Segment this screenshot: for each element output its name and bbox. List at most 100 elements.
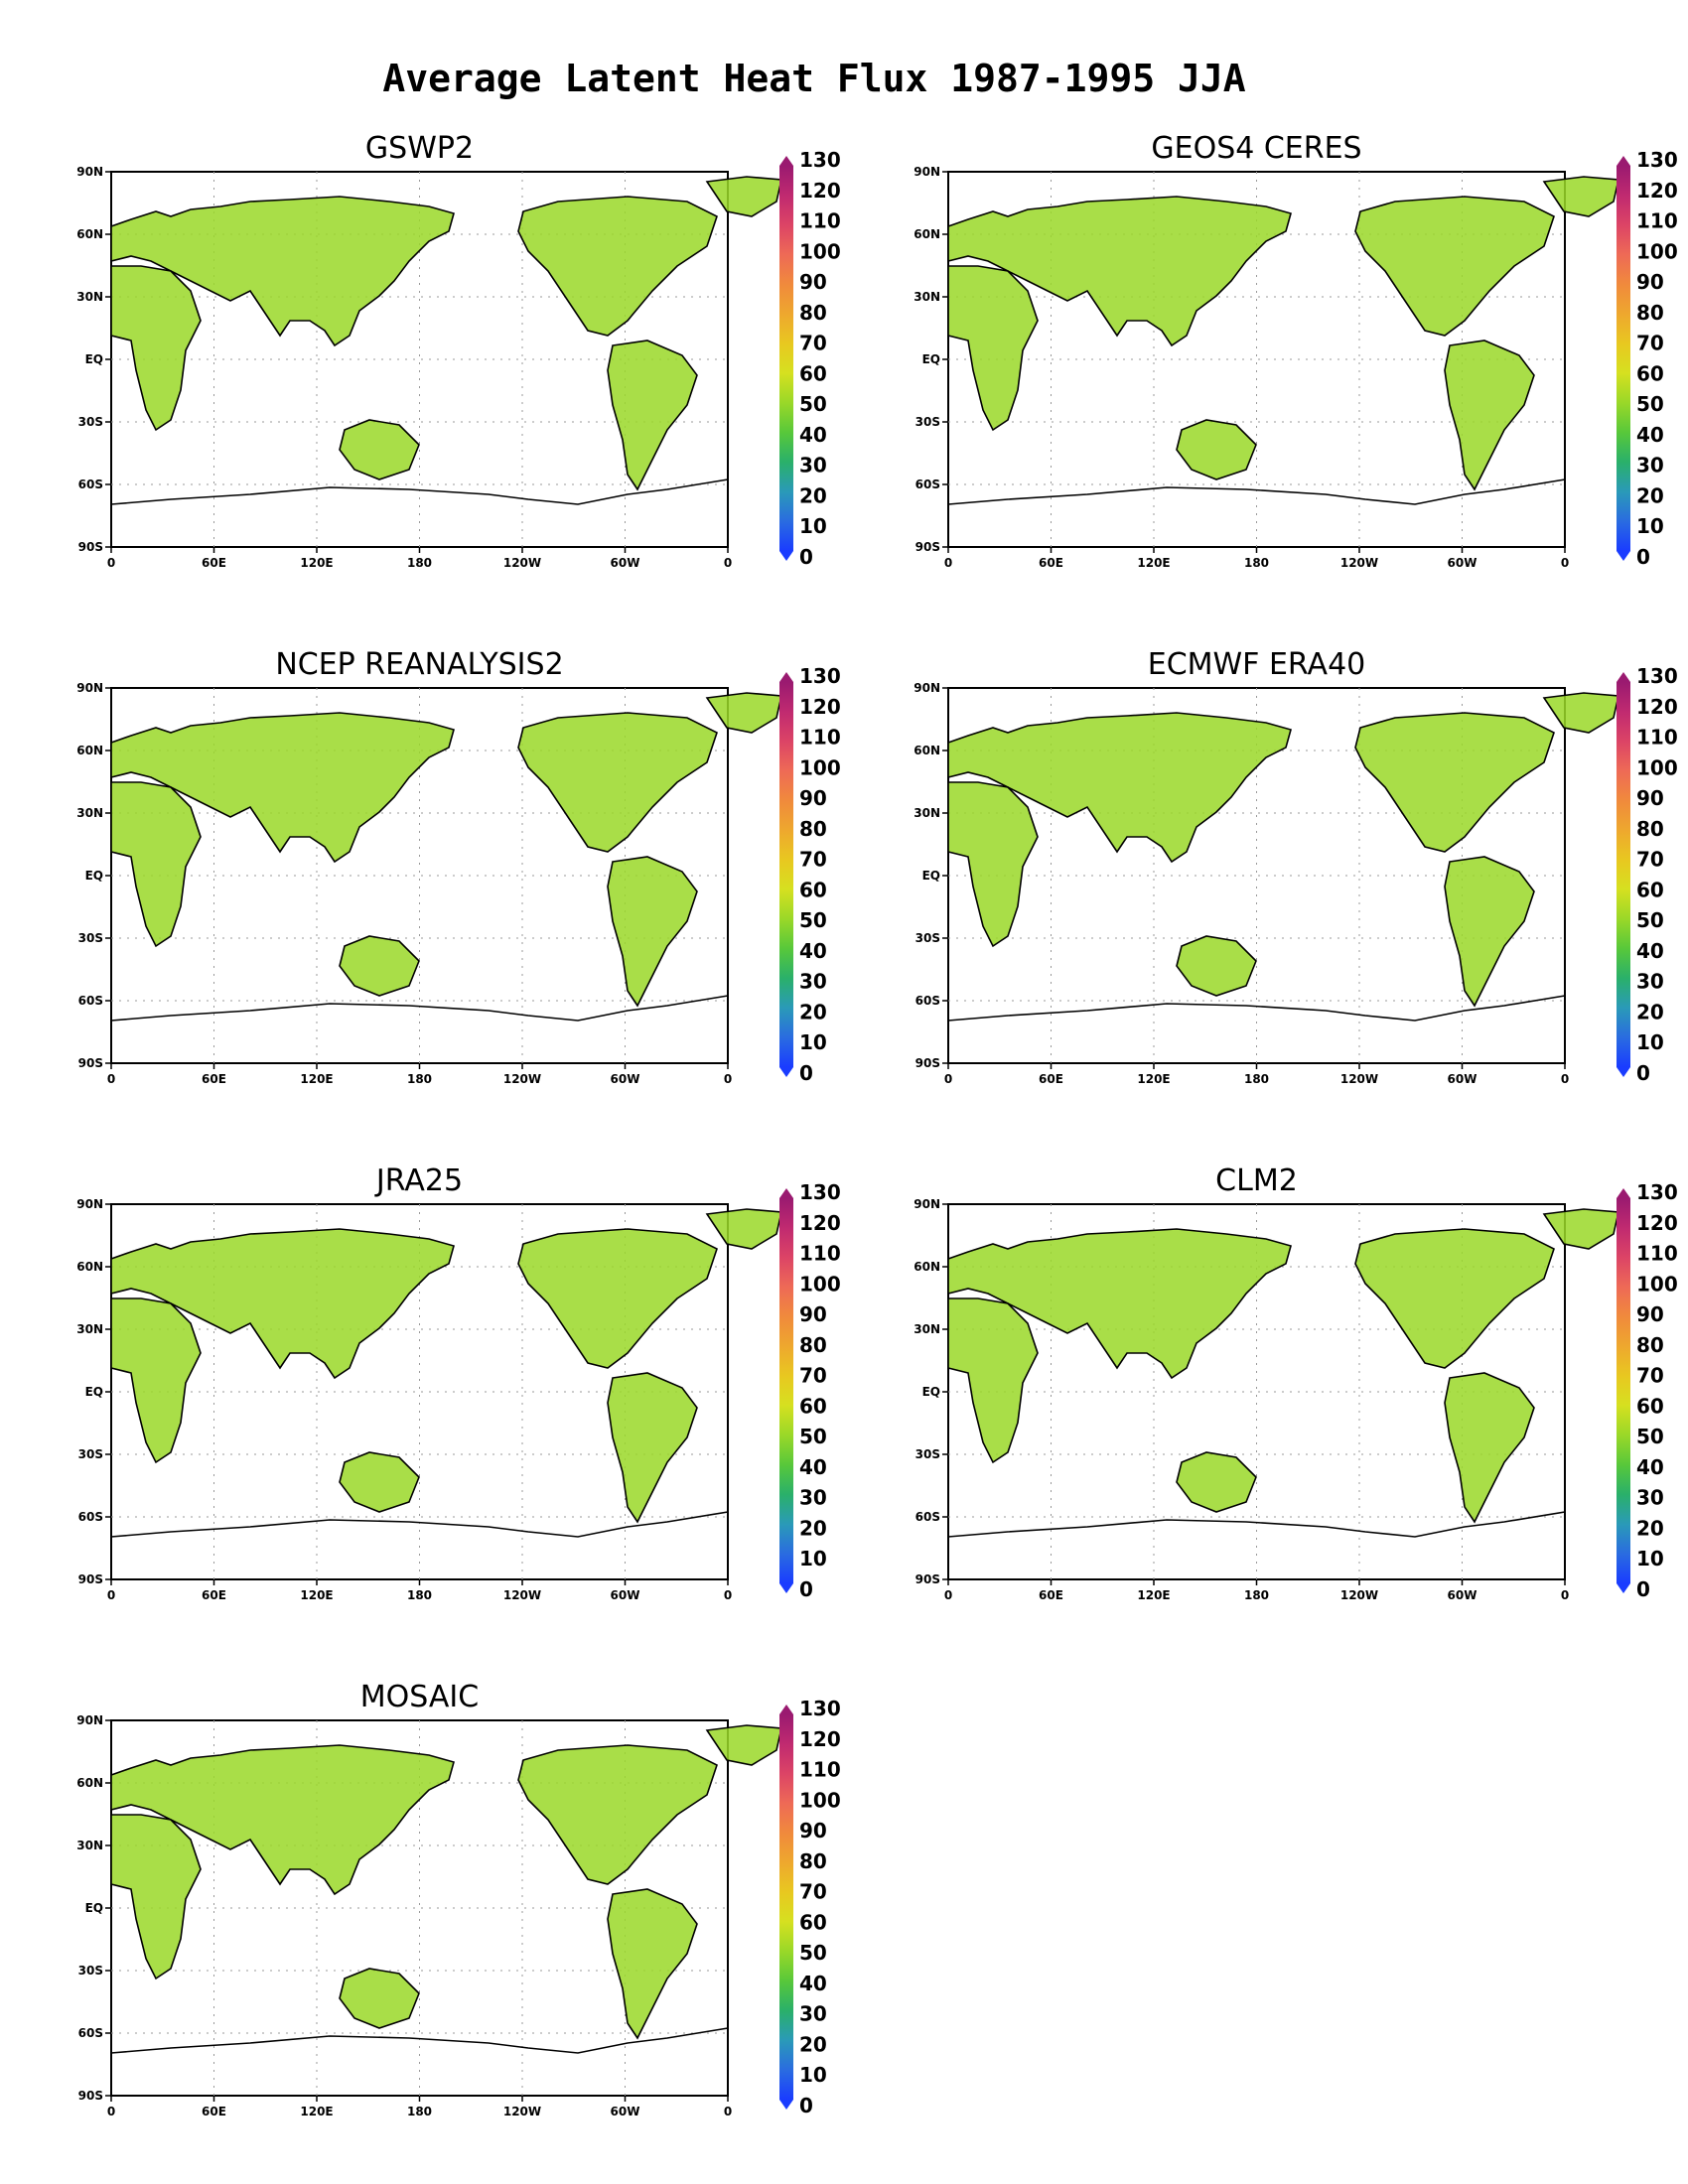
lat-tick-label: EQ [922, 352, 940, 366]
colorbar-tick-label: 50 [799, 1941, 827, 1965]
colorbar-tick-label: 80 [1636, 1333, 1664, 1357]
lon-tick-label: 120E [1137, 1588, 1170, 1602]
colorbar-tick-label: 130 [1636, 148, 1678, 172]
colorbar-fill [779, 1714, 793, 2100]
lon-tick-label: 60E [202, 1072, 226, 1086]
colorbar-tick-label: 50 [799, 908, 827, 932]
colorbar-tick-label: 30 [799, 454, 827, 478]
lat-tick-label: EQ [85, 1901, 103, 1915]
colorbar-tick-label: 120 [799, 1211, 841, 1235]
colorbar-top-arrow [779, 1705, 793, 1714]
colorbar-tick-label: 30 [799, 1486, 827, 1510]
lon-tick-label: 120W [503, 556, 541, 570]
colorbar-tick-label: 110 [799, 1758, 841, 1782]
colorbar-tick-label: 80 [799, 817, 827, 841]
lat-tick-label: 90N [76, 1197, 103, 1211]
lat-tick-label: 30S [915, 931, 940, 945]
colorbar-tick-label: 130 [799, 148, 841, 172]
lat-tick-label: 90N [914, 165, 940, 179]
colorbar-fill [779, 682, 793, 1067]
colorbar-fill [1617, 682, 1630, 1067]
colorbar-tick-label: 100 [799, 755, 841, 779]
colorbar-tick-label: 110 [1636, 726, 1678, 750]
lat-tick-label: 90S [915, 1572, 940, 1586]
colorbar-tick-label: 0 [799, 1061, 813, 1085]
lat-tick-label: 90N [914, 681, 940, 695]
colorbar-tick-label: 130 [1636, 664, 1678, 688]
lon-tick-label: 0 [107, 2105, 115, 2118]
colorbar-tick-label: 30 [799, 2002, 827, 2026]
colorbar-tick-label: 90 [799, 1819, 827, 1843]
lon-tick-label: 0 [724, 1588, 732, 1602]
colorbar-tick-label: 20 [799, 1000, 827, 1024]
lat-tick-label: 60N [76, 1776, 103, 1790]
colorbar-tick-label: 70 [799, 1364, 827, 1388]
colorbar-tick-label: 120 [1636, 1211, 1678, 1235]
panel-grid: GSWP2 90N 60N 30N EQ 30S 60S 90S 0 60E 120E 180 120W… [76, 131, 1678, 2118]
lon-tick-label: 0 [107, 556, 115, 570]
colorbar-tick-label: 0 [1636, 1577, 1650, 1601]
lat-tick-label: 90S [78, 2089, 103, 2103]
colorbar-tick-label: 40 [1636, 939, 1664, 963]
colorbar-fill [779, 166, 793, 551]
colorbar-tick-label: 30 [1636, 454, 1664, 478]
colorbar-tick-label: 130 [799, 1180, 841, 1204]
lat-tick-label: 60N [914, 1260, 940, 1274]
panel-title: ECMWF ERA40 [1148, 647, 1366, 682]
map-panel: GSWP2 90N 60N 30N EQ 30S 60S 90S 0 60E 120E 180 120W… [76, 131, 841, 570]
lat-tick-label: 90N [914, 1197, 940, 1211]
lon-tick-label: 120E [300, 556, 333, 570]
colorbar-tick-label: 70 [799, 332, 827, 355]
colorbar-tick-label: 30 [1636, 1486, 1664, 1510]
lon-tick-label: 0 [944, 1588, 952, 1602]
colorbar-tick-label: 70 [799, 1880, 827, 1904]
colorbar-tick-label: 60 [799, 361, 827, 385]
lon-tick-label: 60E [202, 1588, 226, 1602]
colorbar-tick-label: 110 [1636, 1242, 1678, 1266]
colorbar-tick-label: 100 [1636, 1272, 1678, 1296]
colorbar-bottom-arrow [779, 1583, 793, 1593]
lat-tick-label: 30S [78, 931, 103, 945]
colorbar-tick-label: 90 [799, 786, 827, 810]
colorbar-tick-label: 0 [1636, 545, 1650, 569]
colorbar-top-arrow [779, 672, 793, 682]
lon-tick-label: 120E [1137, 1072, 1170, 1086]
colorbar-bottom-arrow [779, 1067, 793, 1077]
map-panel: GEOS4 CERES 90N 60N 30N EQ 30S 60S 90S 0 60E 120E 1… [914, 131, 1678, 570]
colorbar-tick-label: 0 [799, 545, 813, 569]
lon-tick-label: 180 [1244, 1072, 1269, 1086]
colorbar-tick-label: 100 [1636, 755, 1678, 779]
colorbar-tick-label: 40 [1636, 423, 1664, 447]
lon-tick-label: 120E [300, 1588, 333, 1602]
colorbar-tick-label: 80 [799, 1849, 827, 1873]
colorbar-tick-label: 50 [799, 392, 827, 416]
lon-tick-label: 60E [1039, 556, 1063, 570]
lon-tick-label: 0 [1561, 1072, 1569, 1086]
lat-tick-label: 30S [78, 415, 103, 429]
colorbar-tick-label: 120 [1636, 179, 1678, 203]
lat-tick-label: 30S [915, 415, 940, 429]
lat-tick-label: EQ [85, 352, 103, 366]
lon-tick-label: 60W [611, 1072, 640, 1086]
colorbar-tick-label: 70 [1636, 848, 1664, 872]
lat-tick-label: EQ [85, 869, 103, 883]
colorbar-tick-label: 100 [799, 1788, 841, 1812]
colorbar-tick-label: 10 [799, 1030, 827, 1054]
lat-tick-label: 30N [914, 290, 940, 304]
colorbar-tick-label: 110 [799, 1242, 841, 1266]
colorbar-tick-label: 10 [1636, 514, 1664, 538]
colorbar-fill [1617, 166, 1630, 551]
map-panel: MOSAIC 90N 60N 30N EQ 30S 60S 90S 0 60E 120E 180 120… [76, 1680, 841, 2118]
lon-tick-label: 180 [407, 2105, 432, 2118]
lon-tick-label: 0 [944, 1072, 952, 1086]
lon-tick-label: 60E [1039, 1072, 1063, 1086]
lon-tick-label: 0 [944, 556, 952, 570]
panel-title: JRA25 [374, 1163, 463, 1198]
colorbar-tick-label: 80 [1636, 301, 1664, 325]
colorbar-tick-label: 120 [1636, 695, 1678, 719]
colorbar-bottom-arrow [1617, 1067, 1630, 1077]
colorbar-tick-label: 100 [799, 239, 841, 263]
